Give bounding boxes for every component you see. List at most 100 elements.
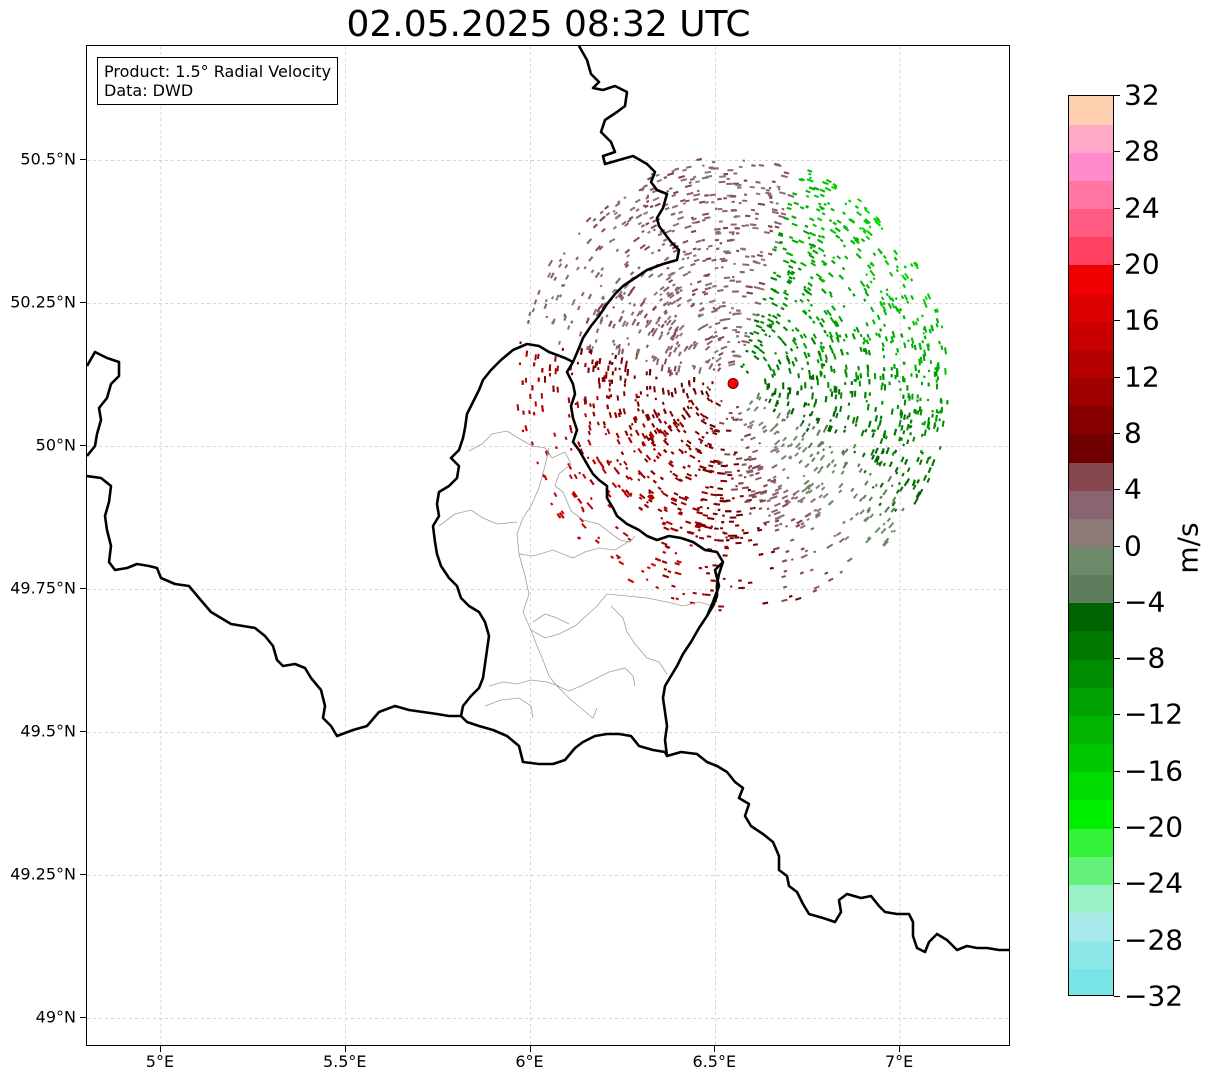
radar-gate bbox=[809, 176, 812, 180]
radar-gate bbox=[796, 390, 799, 396]
radar-gate bbox=[921, 381, 923, 386]
radar-gate bbox=[829, 419, 832, 422]
radar-gate bbox=[892, 496, 897, 502]
radar-gate bbox=[667, 425, 673, 432]
radar-gate bbox=[914, 364, 917, 372]
radar-gate bbox=[866, 372, 870, 377]
radar-gate bbox=[665, 276, 672, 281]
radar-gate bbox=[844, 364, 848, 370]
radar-gate bbox=[769, 448, 776, 454]
lon-tick-label: 5.5°E bbox=[322, 1052, 367, 1071]
radar-gate bbox=[935, 318, 940, 324]
radar-gate bbox=[774, 351, 778, 355]
radar-gate bbox=[838, 489, 843, 494]
radar-gate bbox=[678, 324, 685, 331]
radar-gate bbox=[846, 414, 850, 420]
radar-gate bbox=[692, 507, 700, 512]
radar-gate bbox=[922, 332, 925, 335]
radar-gate bbox=[709, 193, 717, 197]
radar-gate bbox=[687, 343, 694, 351]
radar-gate bbox=[849, 516, 854, 521]
radar-gate bbox=[714, 238, 720, 242]
radar-gate bbox=[669, 369, 672, 377]
radar-gate bbox=[623, 196, 627, 200]
radar-gate bbox=[812, 320, 816, 324]
radar-gate bbox=[822, 448, 826, 452]
radar-gate bbox=[534, 354, 537, 361]
radar-gate bbox=[699, 441, 703, 445]
radar-gate bbox=[723, 197, 727, 200]
radar-gate bbox=[740, 438, 744, 441]
radar-gate bbox=[768, 334, 772, 338]
radar-gate bbox=[608, 411, 613, 419]
radar-gate bbox=[763, 484, 768, 488]
radar-gate bbox=[829, 388, 832, 392]
radar-gate bbox=[906, 439, 910, 445]
radar-gate bbox=[900, 456, 905, 463]
colorbar-bin bbox=[1069, 180, 1113, 210]
radar-gate bbox=[750, 489, 756, 493]
radar-gate bbox=[808, 186, 816, 191]
radar-gate bbox=[615, 525, 619, 530]
radar-gate bbox=[671, 170, 675, 173]
radar-gate bbox=[738, 579, 742, 582]
map-canvas[interactable] bbox=[87, 46, 1010, 1046]
radar-gate bbox=[671, 204, 679, 209]
colorbar-tick-label: 16 bbox=[1124, 303, 1160, 337]
radar-gate bbox=[788, 367, 792, 375]
radar-gate bbox=[660, 323, 665, 329]
radar-gate bbox=[677, 343, 681, 348]
radar-gate bbox=[674, 325, 680, 332]
radar-gate bbox=[641, 442, 646, 447]
radar-gate bbox=[859, 346, 863, 353]
radar-gate bbox=[741, 529, 745, 532]
radar-gate bbox=[569, 447, 573, 451]
radar-gate bbox=[701, 176, 709, 180]
radar-gate bbox=[777, 359, 782, 365]
radar-gate bbox=[586, 456, 590, 460]
radar-gate bbox=[673, 167, 680, 171]
radar-gate bbox=[684, 495, 689, 500]
colorbar-bin bbox=[1069, 96, 1113, 125]
radar-gate bbox=[773, 502, 781, 507]
radar-gate bbox=[657, 486, 662, 491]
radar-gate bbox=[826, 201, 831, 206]
lat-tick-label: 49.75°N bbox=[10, 578, 76, 598]
radar-gate bbox=[611, 361, 614, 365]
radar-gate bbox=[850, 239, 856, 245]
radar-gate bbox=[903, 294, 909, 301]
lat-tick-label: 50.25°N bbox=[10, 292, 76, 312]
radar-gate bbox=[537, 377, 540, 382]
radar-gate bbox=[746, 423, 754, 429]
radar-gate bbox=[615, 432, 620, 439]
radar-gate bbox=[643, 313, 649, 319]
radar-gate bbox=[767, 363, 773, 372]
radar-gate bbox=[833, 368, 836, 374]
radar-gate bbox=[876, 425, 880, 431]
radar-gate bbox=[808, 413, 812, 417]
radar-gate bbox=[792, 336, 797, 342]
radar-gate bbox=[650, 327, 655, 334]
radar-gate bbox=[782, 326, 789, 332]
radar-gate bbox=[804, 382, 807, 389]
radar-gate bbox=[875, 332, 879, 337]
radar-gate bbox=[657, 452, 662, 457]
radar-gate bbox=[842, 520, 846, 525]
radar-gate bbox=[880, 296, 885, 301]
radar-gate bbox=[820, 207, 824, 211]
radar-gate bbox=[879, 482, 884, 488]
radar-gate bbox=[801, 446, 808, 453]
radar-gate bbox=[708, 363, 714, 370]
radar-gate bbox=[774, 439, 781, 446]
radar-gate bbox=[657, 412, 661, 417]
radar-gate bbox=[868, 337, 872, 341]
radar-gate bbox=[822, 262, 827, 267]
radar-gate bbox=[673, 328, 679, 335]
radar-gate bbox=[734, 536, 740, 539]
map-panel[interactable] bbox=[86, 45, 1010, 1046]
radar-gate bbox=[727, 534, 734, 537]
radar-gate bbox=[887, 475, 893, 483]
radar-site-marker[interactable] bbox=[727, 377, 739, 389]
radar-gate bbox=[757, 339, 763, 344]
radar-gate bbox=[691, 216, 694, 220]
